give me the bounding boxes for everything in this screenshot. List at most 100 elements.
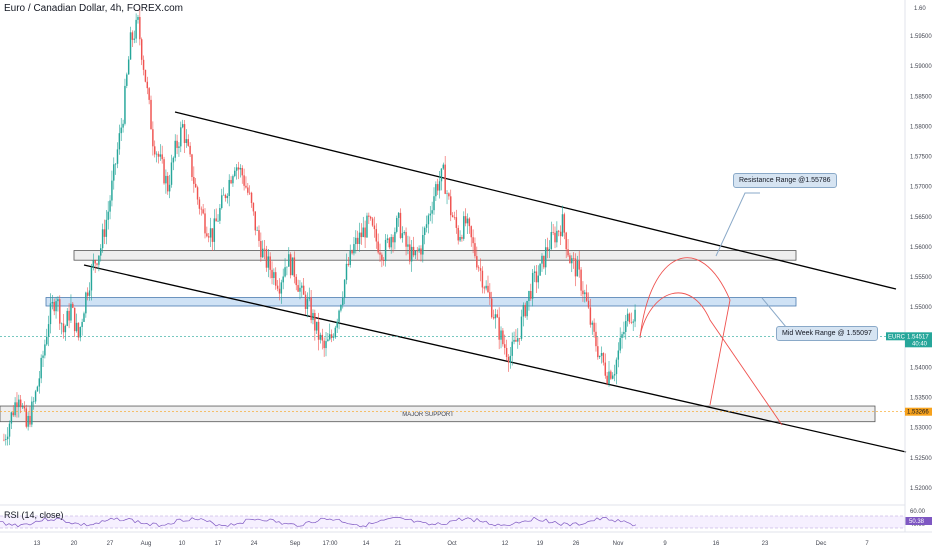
candle-body xyxy=(135,19,137,39)
candle-body xyxy=(77,322,80,338)
candle-body xyxy=(315,321,318,331)
candle-body xyxy=(397,212,400,218)
price-tick-label: 1.52500 xyxy=(910,456,932,462)
candle-body xyxy=(444,164,446,194)
support-price-tag-bg xyxy=(905,407,932,416)
candle-body xyxy=(59,299,61,324)
chart-title: Euro / Canadian Dollar, 4h, FOREX.com xyxy=(4,3,183,14)
candle-body xyxy=(554,232,556,243)
candle-body xyxy=(295,276,297,286)
candle-body xyxy=(221,195,223,209)
candle-body xyxy=(496,314,499,318)
time-tick-label: Sep xyxy=(290,541,301,547)
price-axis[interactable]: 1.52000 1.52500 1.53000 1.53500 1.54000 1.545… xyxy=(0,0,932,532)
candle-body xyxy=(27,415,29,427)
candle-body xyxy=(336,321,338,328)
candle-body xyxy=(571,258,573,264)
candle-body xyxy=(148,88,150,100)
candle-body xyxy=(114,163,117,165)
candle-body xyxy=(174,140,176,158)
candle-body xyxy=(552,232,554,233)
candle-body xyxy=(498,317,500,340)
time-tick-label: 12 xyxy=(502,541,509,547)
candle-body xyxy=(49,303,52,325)
candle-body xyxy=(591,322,593,325)
candle-body xyxy=(53,301,55,312)
candle-body xyxy=(369,216,372,219)
symbol-tag-bg xyxy=(886,332,905,341)
candle-body xyxy=(167,175,169,192)
candle-body xyxy=(470,226,472,238)
candle-body xyxy=(47,324,50,337)
candle-body xyxy=(453,217,456,218)
candle-body xyxy=(194,183,197,188)
price-tick-label: 1.54000 xyxy=(910,365,932,371)
candle-body xyxy=(329,334,331,340)
candle-body xyxy=(615,359,618,375)
candle-body xyxy=(237,167,240,170)
resistance-annotation[interactable]: Resistance Range @1.55786 xyxy=(733,173,837,188)
candle-body xyxy=(617,350,620,360)
candle-body xyxy=(304,294,307,309)
time-axis[interactable]: 13 20 27 Aug 10 17 24 Sep 17:00 14 21 Oct 12 19 26 Nov 9… xyxy=(0,531,932,547)
candle-body xyxy=(405,232,407,247)
candle-body xyxy=(450,196,452,216)
price-tick-label: 1.56500 xyxy=(910,215,932,221)
midweek-annotation[interactable]: Mid Week Range @ 1.55097 xyxy=(776,326,878,341)
candle-body xyxy=(161,154,163,160)
candle-body xyxy=(228,179,230,197)
candle-body xyxy=(232,176,234,184)
symbol-tag: EURCAD xyxy=(888,334,914,340)
candle-body xyxy=(494,314,497,319)
support-price-tag: 1.53266 xyxy=(907,410,929,416)
candle-body xyxy=(353,244,355,254)
candle-body xyxy=(10,412,13,424)
candle-body xyxy=(520,316,523,339)
candle-body xyxy=(122,123,124,128)
candle-body xyxy=(463,216,465,239)
candle-body xyxy=(446,193,448,194)
candle-body xyxy=(561,214,564,237)
candle-body xyxy=(293,257,296,277)
candle-body xyxy=(34,391,37,402)
candle-body xyxy=(442,164,445,169)
candle-body xyxy=(602,353,605,363)
candle-body xyxy=(630,322,633,323)
candle-body xyxy=(282,276,284,283)
candle-body xyxy=(343,279,346,298)
candle-body xyxy=(600,353,603,356)
candle-body xyxy=(327,339,329,342)
candle-body xyxy=(206,233,208,237)
candle-body xyxy=(349,250,351,265)
candle-body xyxy=(608,371,610,384)
candle-body xyxy=(567,249,569,256)
candle-body xyxy=(535,271,538,283)
candle-body xyxy=(278,288,281,294)
candle-body xyxy=(572,258,575,259)
candle-body xyxy=(342,297,344,305)
candle-body xyxy=(92,260,95,268)
candle-body xyxy=(431,210,433,214)
candle-body xyxy=(23,406,26,409)
candle-body xyxy=(271,269,273,278)
candle-body xyxy=(479,268,482,271)
candle-body xyxy=(241,167,243,176)
time-tick-label: Oct xyxy=(447,541,457,547)
candle-body xyxy=(16,402,18,408)
projection-path-1 xyxy=(639,257,731,406)
candle-body xyxy=(139,16,141,40)
candle-body xyxy=(202,209,204,214)
candle-body xyxy=(492,317,495,319)
candle-body xyxy=(86,292,89,296)
price-tick-label: 1.55500 xyxy=(910,275,932,281)
candle-body xyxy=(381,254,383,261)
candle-body xyxy=(340,304,342,311)
candle-body xyxy=(611,375,614,379)
candle-body xyxy=(88,290,91,296)
candle-body xyxy=(245,185,247,188)
candle-body xyxy=(507,356,510,363)
candle-body xyxy=(165,175,167,184)
price-tick-label: 1.57000 xyxy=(910,185,932,191)
candle-body xyxy=(180,127,182,147)
